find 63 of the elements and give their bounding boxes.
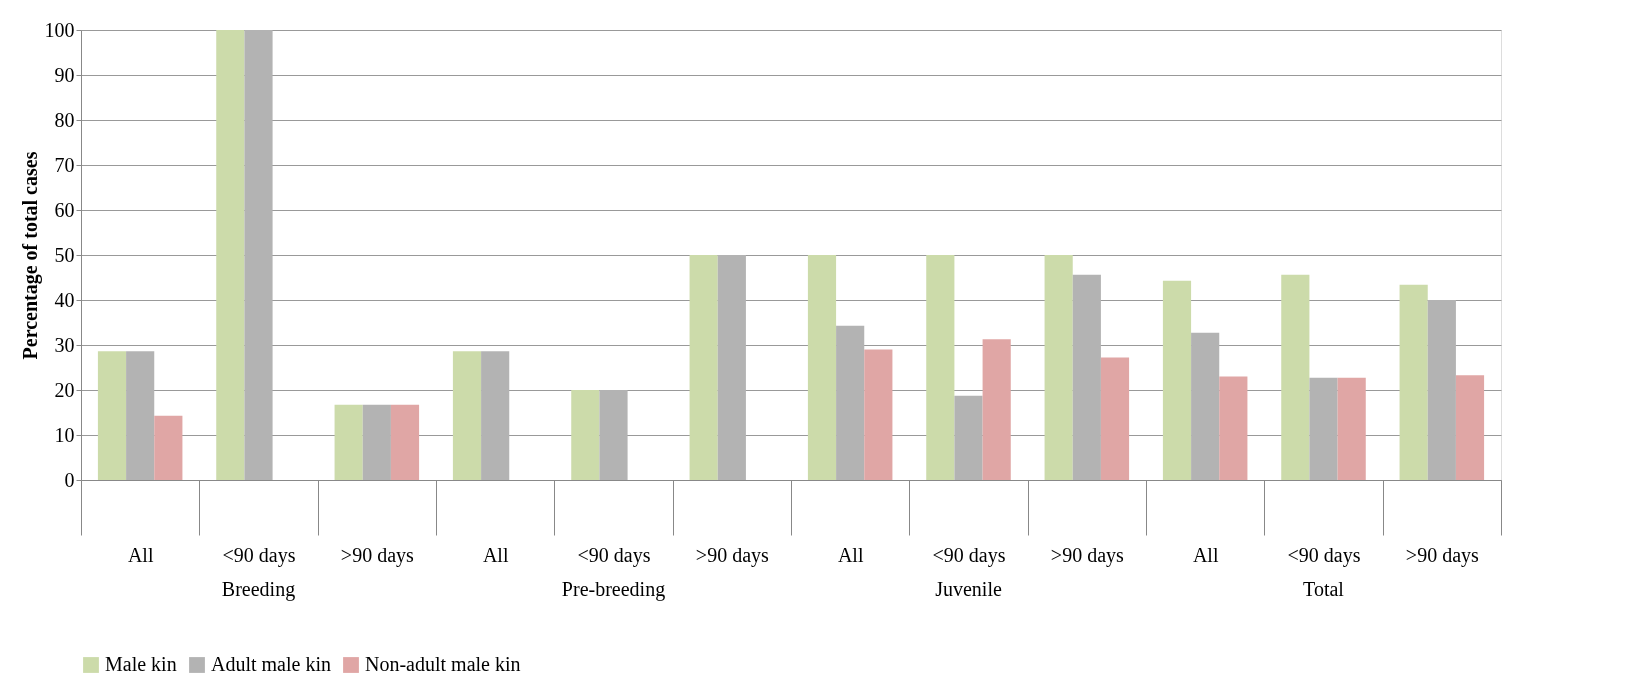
x-tick-label: All [127,543,154,566]
y-tick-label: 0 [64,468,75,491]
bar [864,349,893,480]
y-tick-label: 90 [54,63,75,86]
legend-label: Male kin [105,653,177,675]
y-tick-label: 60 [54,198,75,221]
bar [1455,375,1485,480]
bar [1162,280,1192,480]
y-tick-label: 10 [54,423,75,446]
bar [599,390,628,480]
y-tick-label: 30 [54,333,75,356]
bar [689,255,718,480]
bar [982,339,1011,480]
x-tick-label: All [482,543,509,566]
bar [216,30,245,480]
y-tick-label: 40 [54,288,75,311]
y-tick-label: 50 [54,243,75,266]
bar [954,395,983,480]
bar [481,351,510,480]
y-tick-label: 80 [54,108,75,131]
bar [571,390,600,480]
bar [1427,300,1456,480]
y-tick-label: 20 [54,378,75,401]
bar [836,325,865,480]
text: Juvenile [935,578,1002,600]
bar [334,404,363,480]
bar [717,255,746,480]
bar [1337,377,1366,480]
bar [244,30,273,480]
bar [97,351,127,480]
text: Breeding [221,578,296,601]
x-tick-label: <90 days [577,543,651,567]
bar [1219,376,1248,480]
text: Pre-breeding [561,578,666,601]
bar [390,404,420,480]
bar [1072,274,1101,480]
bar [1399,284,1428,480]
bar [1044,255,1073,480]
x-tick-label: All [1192,543,1219,566]
bar [154,415,183,480]
bar [926,255,955,480]
x-tick-label: <90 days [1287,543,1361,567]
legend-label: Adult male kin [211,653,331,675]
x-tick-label: >90 days [695,543,770,567]
x-tick-label: <90 days [222,543,296,567]
bar [1281,274,1310,480]
x-tick-label: <90 days [932,543,1006,567]
x-tick-label: >90 days [1050,543,1125,567]
x-tick-label: >90 days [1405,543,1480,567]
bar [1309,377,1338,480]
y-tick-label: 100 [44,18,75,41]
bar [126,351,155,480]
legend-label: Non-adult male kin [365,653,521,675]
x-tick-label: All [837,543,864,566]
y-tick-label: 70 [54,153,75,176]
bar [452,351,482,480]
y-axis-title: Percentage of total cases [18,151,42,360]
text: Total [1303,578,1345,600]
bar [807,255,837,480]
x-tick-label: >90 days [340,543,415,567]
bar [1100,357,1130,480]
bar [362,404,391,480]
bar [1191,332,1220,480]
